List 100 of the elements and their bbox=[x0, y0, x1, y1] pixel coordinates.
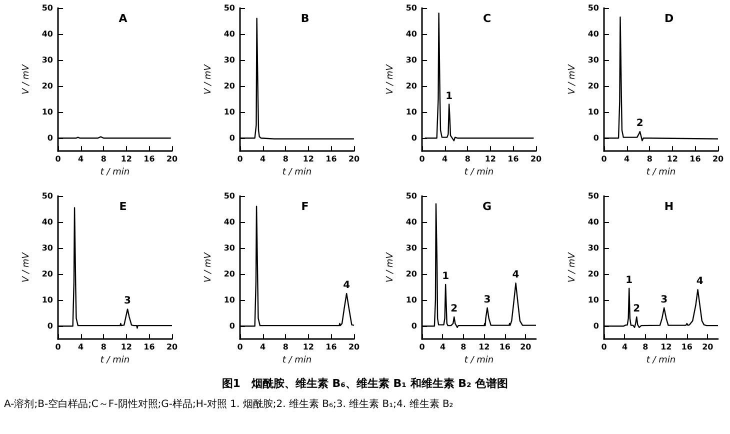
text: 图1 烟酰胺、维生素 B₆、维生素 B₁ 和维生素 B₂ 色谱图 bbox=[220, 376, 510, 391]
annotation: 4 bbox=[343, 280, 350, 292]
x-tick-label: 20 bbox=[348, 154, 360, 164]
y-axis-title: V / mV bbox=[567, 252, 578, 282]
annotation: 3 bbox=[124, 296, 132, 307]
x-tick-label: 12 bbox=[302, 342, 314, 352]
x-tick-label: 16 bbox=[499, 342, 511, 352]
x-tick-label: 0 bbox=[237, 154, 244, 164]
y-tick-label: 0 bbox=[411, 134, 418, 143]
y-tick-label: 20 bbox=[588, 270, 600, 279]
y-tick-label: 20 bbox=[42, 270, 54, 279]
x-tick-label: 4 bbox=[442, 154, 448, 164]
y-tick-label: 50 bbox=[42, 192, 54, 200]
chart-title: A bbox=[118, 12, 128, 25]
y-tick-label: 0 bbox=[229, 322, 236, 331]
y-tick-label: 40 bbox=[42, 30, 54, 39]
y-tick-label: 50 bbox=[224, 4, 236, 12]
chart-title: B bbox=[300, 12, 310, 25]
y-tick-label: 20 bbox=[224, 82, 236, 91]
y-tick-label: 10 bbox=[406, 108, 418, 117]
x-tick-label: 20 bbox=[702, 342, 714, 352]
y-tick-label: 0 bbox=[47, 134, 54, 143]
y-tick-label: 10 bbox=[224, 296, 236, 305]
x-tick-label: 16 bbox=[326, 342, 338, 352]
y-tick-label: 40 bbox=[588, 218, 600, 227]
x-tick-label: 4 bbox=[622, 342, 628, 352]
y-tick-label: 50 bbox=[42, 4, 54, 12]
x-tick-label: 8 bbox=[282, 342, 289, 352]
x-tick-label: 16 bbox=[144, 342, 156, 352]
text: A-溶剂;B-空白样品;C～F-阴性对照;G-样品;H-对照 1. 烟酰胺;2. 维生素 B₆;3. 维生素 B₁;4. 维生素 B₂ bbox=[3, 398, 454, 411]
x-tick-label: 12 bbox=[484, 154, 496, 164]
x-tick-label: 8 bbox=[100, 342, 107, 352]
x-tick-label: 12 bbox=[120, 154, 132, 164]
x-tick-label: 12 bbox=[660, 342, 672, 352]
chart-title: F bbox=[301, 200, 309, 213]
y-tick-label: 30 bbox=[588, 56, 600, 65]
x-tick-label: 0 bbox=[601, 342, 608, 352]
x-tick-label: 4 bbox=[440, 342, 446, 352]
x-tick-label: 0 bbox=[601, 154, 608, 164]
y-tick-label: 50 bbox=[406, 4, 418, 12]
x-axis-title: t / min bbox=[100, 168, 130, 178]
y-tick-label: 50 bbox=[588, 4, 600, 12]
y-tick-label: 40 bbox=[406, 218, 418, 227]
x-tick-label: 16 bbox=[508, 154, 520, 164]
x-tick-label: 0 bbox=[55, 154, 62, 164]
x-tick-label: 12 bbox=[666, 154, 678, 164]
chart-title: C bbox=[482, 12, 492, 25]
annotation: 4 bbox=[512, 270, 520, 281]
y-tick-label: 30 bbox=[42, 56, 54, 65]
x-tick-label: 20 bbox=[712, 154, 724, 164]
x-tick-label: 16 bbox=[681, 342, 693, 352]
y-tick-label: 30 bbox=[224, 244, 236, 253]
x-tick-label: 8 bbox=[642, 342, 649, 352]
x-axis-title: t / min bbox=[100, 356, 130, 366]
x-tick-label: 20 bbox=[348, 342, 360, 352]
y-tick-label: 30 bbox=[224, 56, 236, 65]
chart-title: G bbox=[482, 200, 492, 213]
annotation: 2 bbox=[450, 303, 458, 314]
x-tick-label: 20 bbox=[166, 154, 178, 164]
y-tick-label: 40 bbox=[42, 218, 54, 227]
x-tick-label: 16 bbox=[690, 154, 702, 164]
y-tick-label: 20 bbox=[406, 82, 418, 91]
x-tick-label: 0 bbox=[55, 342, 62, 352]
annotation: 3 bbox=[484, 294, 491, 306]
chart-title: E bbox=[119, 200, 127, 213]
x-tick-label: 8 bbox=[464, 154, 471, 164]
y-tick-label: 10 bbox=[588, 108, 600, 117]
x-tick-label: 4 bbox=[260, 342, 266, 352]
y-tick-label: 50 bbox=[588, 192, 600, 200]
y-axis-title: V / mV bbox=[203, 252, 214, 282]
x-axis-title: t / min bbox=[464, 356, 494, 366]
y-tick-label: 20 bbox=[406, 270, 418, 279]
y-axis-title: V / mV bbox=[385, 252, 396, 282]
y-tick-label: 40 bbox=[224, 218, 236, 227]
y-axis-title: V / mV bbox=[21, 252, 32, 282]
y-tick-label: 20 bbox=[224, 270, 236, 279]
x-tick-label: 8 bbox=[460, 342, 467, 352]
x-tick-label: 0 bbox=[237, 342, 244, 352]
x-tick-label: 12 bbox=[120, 342, 132, 352]
chart-title: D bbox=[664, 12, 674, 25]
x-tick-label: 4 bbox=[260, 154, 266, 164]
y-tick-label: 30 bbox=[406, 56, 418, 65]
y-tick-label: 0 bbox=[593, 134, 600, 143]
y-tick-label: 30 bbox=[42, 244, 54, 253]
y-tick-label: 20 bbox=[588, 82, 600, 91]
y-tick-label: 0 bbox=[411, 322, 418, 331]
x-tick-label: 12 bbox=[302, 154, 314, 164]
x-tick-label: 0 bbox=[419, 342, 426, 352]
y-tick-label: 30 bbox=[588, 244, 600, 253]
x-tick-label: 4 bbox=[78, 154, 84, 164]
y-axis-title: V / mV bbox=[567, 64, 578, 94]
x-axis-title: t / min bbox=[464, 168, 494, 178]
x-axis-title: t / min bbox=[282, 356, 312, 366]
x-tick-label: 16 bbox=[326, 154, 338, 164]
y-axis-title: V / mV bbox=[203, 64, 214, 94]
chart-title: H bbox=[664, 200, 674, 213]
x-tick-label: 12 bbox=[478, 342, 490, 352]
y-tick-label: 50 bbox=[406, 192, 418, 200]
annotation: 4 bbox=[696, 276, 704, 288]
y-tick-label: 10 bbox=[224, 108, 236, 117]
